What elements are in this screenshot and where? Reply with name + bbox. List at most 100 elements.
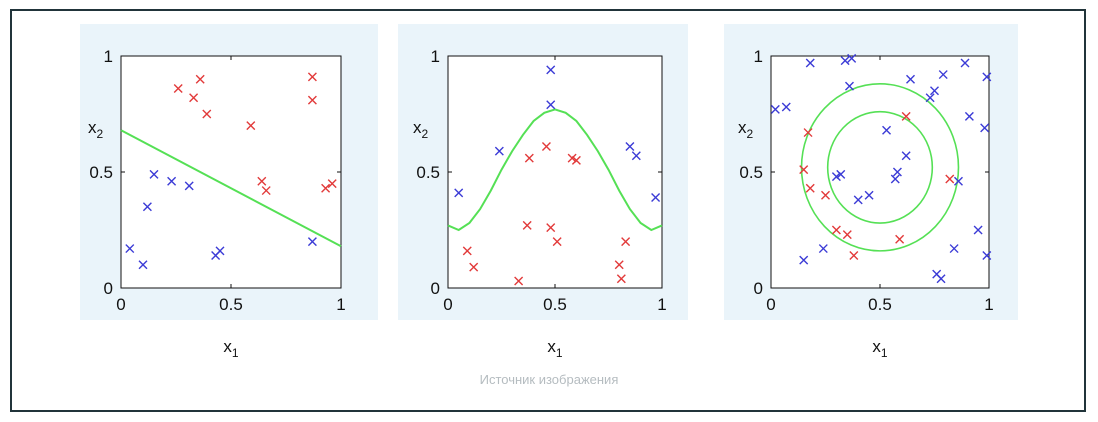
chart1-series2-point-3 <box>142 202 152 212</box>
chart3-series2-point-22 <box>938 70 948 80</box>
chart3-series1-point-7 <box>849 251 859 261</box>
image-source-link[interactable]: Источник изображения <box>479 372 619 387</box>
chart1-x-tick-label: 0 <box>116 295 125 314</box>
chart3-series2-point-29 <box>982 72 992 82</box>
chart1-decision-boundary <box>120 129 342 248</box>
chart3-y-tick-label: 1 <box>754 47 763 66</box>
chart3-series2-point-13 <box>882 125 892 135</box>
chart2-series1-point-9 <box>567 153 577 163</box>
chart1-series1-point-10 <box>321 183 331 193</box>
chart3-series2-point-12 <box>864 190 874 200</box>
chart2-series1-point-11 <box>614 260 624 270</box>
chart3-x-tick-label: 1 <box>984 295 993 314</box>
chart2-series1-point-5 <box>524 153 534 163</box>
chart1-series2-point-4 <box>149 169 159 179</box>
chart2-x-tick-label: 1 <box>657 295 666 314</box>
chart1-series1-point-3 <box>195 74 205 84</box>
chart2-series1-point-8 <box>552 237 562 247</box>
chart3-series2-point-23 <box>949 244 959 254</box>
chart1-series1-point-5 <box>246 121 256 131</box>
chart2-series1-point-10 <box>571 155 581 165</box>
chart1-series1-point-4 <box>202 109 212 119</box>
chart3-series2-point-7 <box>836 169 846 179</box>
chart2-x-axis-label: x1 <box>547 337 563 360</box>
chart1-series2-point-2 <box>138 260 148 270</box>
chart3-axes-box <box>770 55 990 289</box>
chart1-series1-point-9 <box>307 95 317 105</box>
chart1-series1-point-6 <box>257 176 267 186</box>
chart3-series2-point-4 <box>805 58 815 68</box>
chart2-series1-point-7 <box>546 223 556 233</box>
chart1-series1-point-8 <box>307 72 317 82</box>
chart2-series2-point-3 <box>546 65 556 75</box>
chart2-series1-point-4 <box>522 220 532 230</box>
chart1-series2-point-6 <box>184 181 194 191</box>
chart3-series2-point-19 <box>930 86 939 96</box>
chart3-series2-point-18 <box>925 93 935 103</box>
chart3-series2-point-30 <box>982 251 992 261</box>
chart1-series2-point-5 <box>167 176 177 186</box>
chart1-axes-box <box>120 55 342 289</box>
chart3-series2-point-10 <box>847 53 857 63</box>
chart3-y-axis-label: x2 <box>738 118 754 141</box>
chart1-x-tick-label: 1 <box>336 295 345 314</box>
chart2-y-tick-label: 0.5 <box>416 163 440 182</box>
chart3-x-tick-label: 0 <box>766 295 775 314</box>
chart3-series2-point-6 <box>831 172 841 182</box>
chart3-y-tick-label: 0.5 <box>739 163 763 182</box>
chart3-series2-point-17 <box>906 74 916 84</box>
chart3-series2-point-1 <box>770 104 780 114</box>
chart1-y-tick-label: 0 <box>104 279 113 298</box>
chart2-x-tick-label: 0 <box>443 295 452 314</box>
chart3-series2-point-28 <box>980 123 990 133</box>
chart1-series2-point-1 <box>125 244 135 254</box>
chart3-series2-point-14 <box>890 174 900 184</box>
chart3-x-tick-label: 0.5 <box>868 295 892 314</box>
chart3-series1-point-3 <box>805 183 815 193</box>
chart3-series1-point-1 <box>799 165 809 175</box>
chart2-series2-point-2 <box>494 146 504 156</box>
chart2-series1-point-1 <box>462 246 472 256</box>
chart3-series2-point-11 <box>853 195 863 205</box>
chart1-x-axis-label: x1 <box>223 337 239 360</box>
chart2-series1-point-12 <box>616 274 626 284</box>
chart3-series2-point-25 <box>960 58 970 68</box>
chart3-series2-point-5 <box>818 244 828 254</box>
chart2-axes-box <box>447 55 663 289</box>
chart3-series1-point-9 <box>901 111 911 121</box>
chart3-y-tick-label: 0 <box>754 279 763 298</box>
chart2-series2-point-1 <box>454 188 464 198</box>
chart2-series1-point-13 <box>621 237 631 247</box>
chart3-series2-point-27 <box>973 225 983 235</box>
chart1-series1-point-2 <box>189 93 199 103</box>
chart2-series2-point-6 <box>631 151 641 161</box>
chart3-series2-point-24 <box>953 176 963 186</box>
chart3-series1-point-10 <box>945 174 955 184</box>
chart2-series2-point-4 <box>546 100 556 110</box>
chart2-series2-point-5 <box>625 141 635 151</box>
chart3-series1-point-2 <box>803 128 813 138</box>
chart3-series2-point-15 <box>892 167 902 177</box>
chart1-series2-point-9 <box>307 237 317 247</box>
chart2-y-tick-label: 1 <box>431 47 440 66</box>
chart3-x-axis-label: x1 <box>872 337 888 360</box>
chart3-series1-point-6 <box>842 230 852 240</box>
chart3-series1-point-8 <box>895 234 905 244</box>
chart2-series2-point-7 <box>651 193 661 203</box>
chart2-series1-point-2 <box>469 262 479 272</box>
chart2-y-tick-label: 0 <box>431 279 440 298</box>
chart3-series2-point-8 <box>840 56 850 66</box>
chart1-y-axis-label: x2 <box>88 118 104 141</box>
chart2-y-axis-label: x2 <box>413 118 429 141</box>
chart1-y-tick-label: 0.5 <box>89 163 113 182</box>
chart2-x-tick-label: 0.5 <box>543 295 567 314</box>
chart3-series2-point-21 <box>936 274 946 284</box>
chart1-series1-point-1 <box>173 83 183 93</box>
chart1-series2-point-8 <box>215 246 225 256</box>
chart1-y-tick-label: 1 <box>104 47 113 66</box>
chart3-series2-point-9 <box>844 81 854 91</box>
chart1-x-tick-label: 0.5 <box>219 295 243 314</box>
chart1-series1-point-7 <box>261 186 271 196</box>
chart3-series1-point-5 <box>831 225 841 235</box>
